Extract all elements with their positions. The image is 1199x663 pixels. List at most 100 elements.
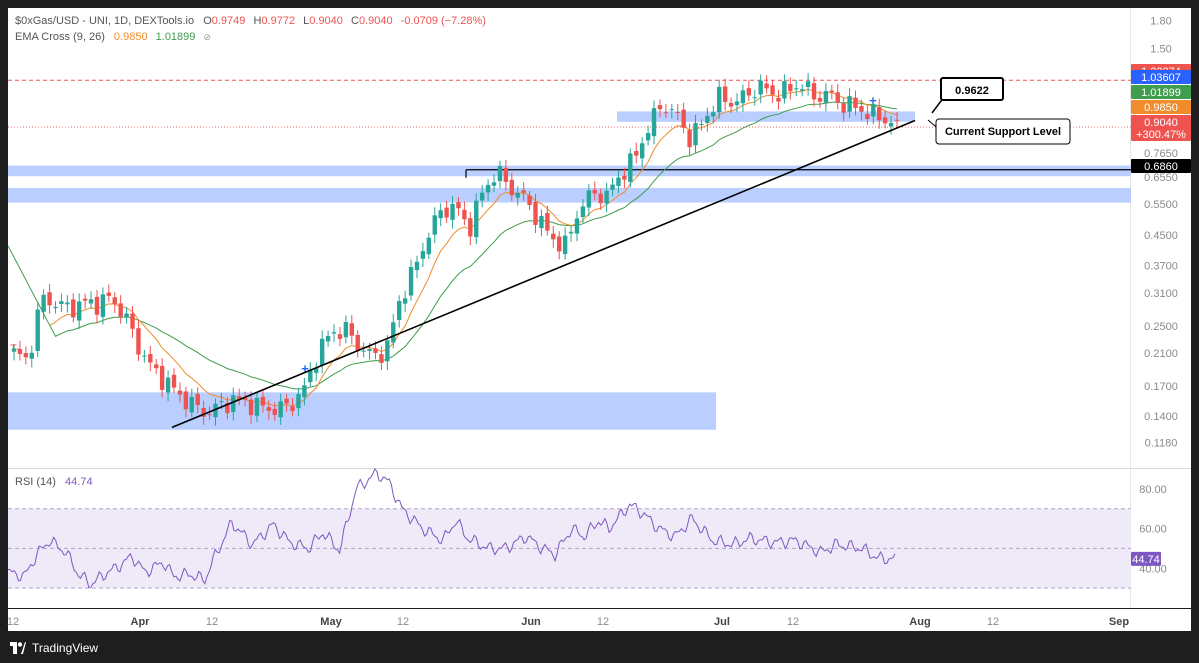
candle-body [811,83,817,100]
price-tag: +300.47% [1131,127,1191,141]
candle [882,110,888,129]
ema-cross-marker: + [301,361,309,376]
candle [474,193,479,245]
candle-body [195,393,200,406]
candle-body [47,292,52,306]
candle-body [574,218,580,234]
svg-text:EMA Cross (9, 26) 0.9850: EMA Cross (9, 26) 0.9850 1.01899 ⊘ [15,31,211,43]
candle-body [177,390,183,395]
candle-body [254,397,260,416]
tradingview-logo-icon [10,642,26,654]
candle [11,343,17,361]
price-tag-text: 1.03607 [1141,72,1181,84]
candle [805,73,811,96]
candle-body [367,349,372,351]
candle-body [361,350,366,352]
candle [343,315,349,344]
rsi-current-tag: 44.74 [1131,551,1161,566]
support-zone-2 [8,165,1131,177]
price-tag-text: 0.6860 [1144,161,1178,173]
candle [402,290,408,313]
price-tag-text: 1.01899 [1141,87,1181,99]
candle [432,207,437,244]
price-tag: 0.9040 [1131,115,1191,129]
candle [776,89,781,110]
time-axis-label: Jul [714,616,730,628]
candle [817,90,823,108]
candle-body [823,90,829,103]
time-axis-label: 12 [597,616,609,628]
candle-body [225,402,230,414]
candle [687,123,692,156]
callout-box[interactable] [940,77,1004,101]
ema-indicator-label[interactable]: EMA Cross (9, 26) [15,31,105,43]
candle [118,295,123,324]
candle [23,346,29,365]
price-tick-label: 0.6550 [1144,172,1178,184]
candle [165,370,171,402]
price-tags: 1.222741.036071.018990.98500.9040+300.47… [1131,64,1191,173]
candle-body [717,86,722,113]
time-axis-label: Aug [909,616,930,628]
price-tick-label: 0.3100 [1144,288,1178,300]
support-label-box[interactable] [935,118,1071,145]
candle [171,368,177,393]
candle [515,186,520,206]
candle-body [432,215,437,235]
close-value: 0.9040 [359,15,393,27]
price-tag-bg [1131,85,1191,99]
support-zone-3 [8,187,1131,203]
candle-body [242,397,248,400]
candle-body [35,309,40,351]
price-tick-label: 1.80 [1150,15,1171,27]
candle [628,148,633,188]
candle [557,231,562,260]
candle-body [207,414,212,416]
candle [391,314,396,349]
price-axis-pane [1131,8,1191,468]
candle [503,159,509,191]
candle [308,362,313,387]
candle-body [71,299,76,318]
candle-body [586,190,592,208]
candle [888,115,894,135]
candle-body [82,298,88,301]
candle-body [752,97,757,99]
price-tick-label: 0.2500 [1144,321,1178,333]
candle-body [503,167,509,182]
candle [53,301,58,314]
candle [355,330,360,358]
candle-body [871,104,876,117]
candle [17,340,23,361]
candle-body [657,105,663,110]
open-value: 0.9749 [212,15,246,27]
rsi-tick-label: 40.00 [1139,563,1167,575]
candle-body [219,401,224,403]
candle [545,205,550,236]
candle [426,232,432,260]
candle [841,97,846,122]
candle-body [853,97,858,108]
candle [539,209,544,237]
candle [130,306,135,338]
candle-body [604,190,609,204]
candle-body [402,298,408,304]
candle [361,342,366,358]
candle-body [189,396,194,413]
candle-body [770,85,775,95]
candle-body [308,369,313,383]
candle [521,182,526,202]
candle [444,200,449,224]
candle [189,388,194,418]
rsi-indicator-label[interactable]: RSI (14) [15,476,56,488]
candle [527,190,532,211]
candle-body [142,355,147,357]
candle [349,315,354,345]
candle-body [59,301,64,305]
tradingview-branding[interactable]: TradingView [10,638,98,658]
candle [242,391,248,407]
ema-hidden-icon[interactable]: ⊘ [203,32,211,42]
candle-body [592,189,597,194]
candle-body [100,294,106,317]
